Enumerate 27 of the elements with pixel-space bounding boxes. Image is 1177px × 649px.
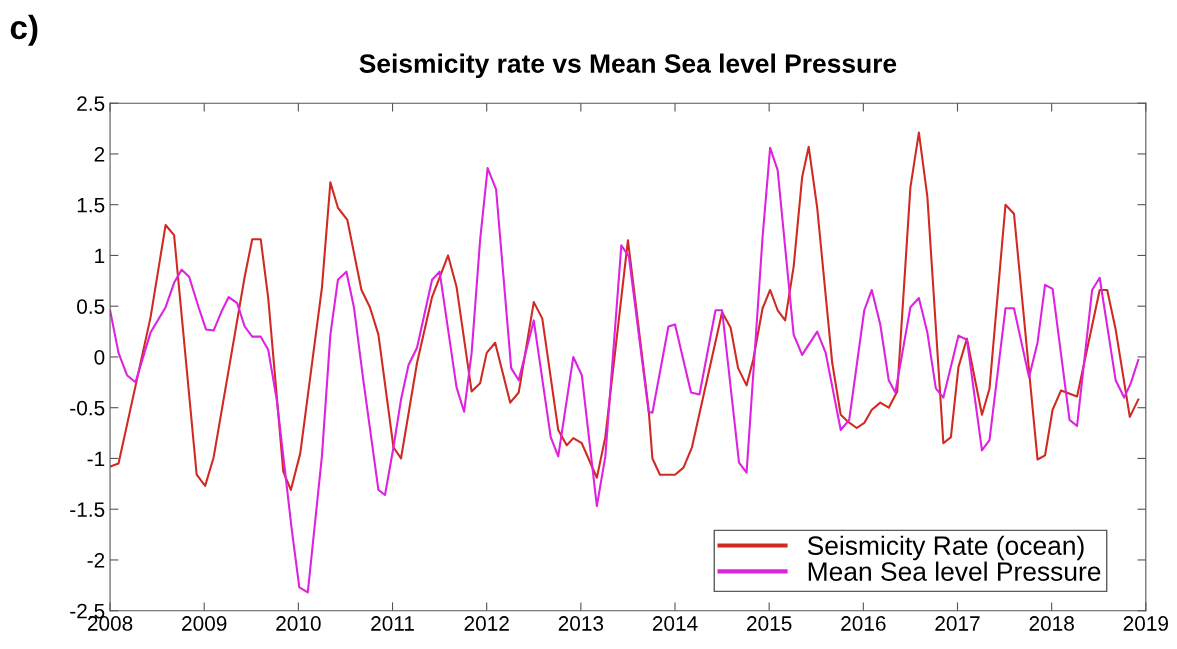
x-tick-label: 2017 <box>935 616 980 631</box>
legend-label: Seismicity Rate (ocean) <box>807 535 1084 561</box>
x-tick-label: 2011 <box>371 616 414 631</box>
y-tick-label: 2.5 <box>77 96 105 111</box>
y-tick-label: 0.5 <box>77 299 105 314</box>
x-tick-label: 2014 <box>652 616 698 631</box>
y-tick-label: 0 <box>94 349 105 365</box>
x-tick-label: 2013 <box>558 616 604 631</box>
x-tick-label: 2010 <box>276 616 321 631</box>
x-tick-label: 2016 <box>841 616 886 631</box>
y-tick-label: -2 <box>87 552 105 568</box>
y-tick-label: -1 <box>87 451 105 466</box>
x-tick-label: 2012 <box>464 616 509 631</box>
chart-title: Seismicity rate vs Mean Sea level Pressure <box>359 53 897 79</box>
y-tick-label: 1 <box>95 248 105 263</box>
legend-label: Mean Sea level Pressure <box>808 561 1101 581</box>
x-tick-label: 2015 <box>747 616 792 631</box>
x-tick-label: 2009 <box>182 616 227 631</box>
y-tick-label: -1.5 <box>70 502 105 517</box>
x-tick-label: 2019 <box>1123 616 1168 631</box>
line-series <box>110 146 1140 594</box>
line-series <box>110 131 1140 491</box>
text: c) <box>10 14 38 46</box>
x-tick-label: 2018 <box>1029 616 1074 631</box>
y-tick-label: -0.5 <box>70 400 105 416</box>
y-tick-label: 1.5 <box>77 197 105 213</box>
y-tick-label: 2 <box>94 146 105 162</box>
